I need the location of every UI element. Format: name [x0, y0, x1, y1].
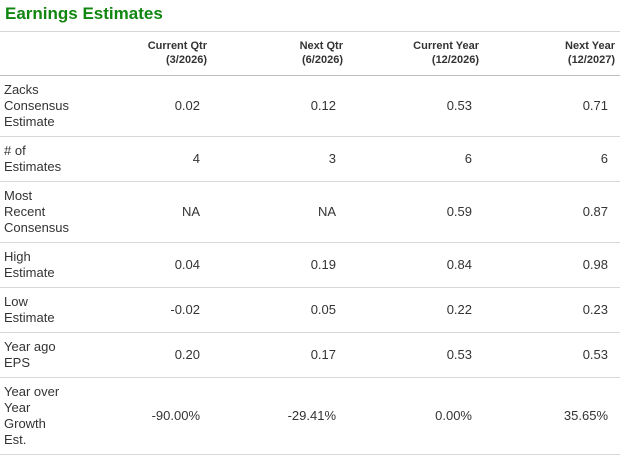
cell-value: 0.00%: [348, 377, 484, 455]
cell-value: 0.12: [212, 75, 348, 137]
column-label: Current Year: [413, 40, 479, 52]
column-label: Next Year: [565, 40, 615, 52]
column-header-next-year: Next Year (12/2027): [484, 31, 620, 76]
column-period: (12/2027): [567, 54, 615, 66]
cell-value: 0.22: [348, 287, 484, 333]
cell-value: 0.02: [76, 75, 212, 137]
table-row-low-estimate: Low Estimate -0.02 0.05 0.22 0.23: [0, 287, 620, 333]
cell-value: NA: [76, 181, 212, 243]
cell-value: 0.23: [484, 287, 620, 333]
column-label: Next Qtr: [299, 40, 343, 52]
row-label: Low Estimate: [0, 287, 76, 333]
cell-value: 35.65%: [484, 377, 620, 455]
row-label: # of Estimates: [0, 136, 76, 182]
cell-value: 0.87: [484, 181, 620, 243]
table-row-year-over-year-growth-est: Year over Year Growth Est. -90.00% -29.4…: [0, 377, 620, 455]
column-period: (12/2026): [431, 54, 479, 66]
cell-value: -0.02: [76, 287, 212, 333]
column-period: (6/2026): [302, 54, 343, 66]
table-row-zacks-consensus-estimate: Zacks Consensus Estimate 0.02 0.12 0.53 …: [0, 75, 620, 137]
row-label: Year over Year Growth Est.: [0, 377, 76, 455]
cell-value: 0.59: [348, 181, 484, 243]
cell-value: 0.71: [484, 75, 620, 137]
cell-value: 0.19: [212, 242, 348, 288]
row-label: Zacks Consensus Estimate: [0, 75, 76, 137]
cell-value: 0.17: [212, 332, 348, 378]
cell-value: 3: [212, 136, 348, 182]
cell-value: 0.05: [212, 287, 348, 333]
cell-value: 0.04: [76, 242, 212, 288]
table-row-most-recent-consensus: Most Recent Consensus NA NA 0.59 0.87: [0, 181, 620, 243]
cell-value: 4: [76, 136, 212, 182]
cell-value: 6: [484, 136, 620, 182]
table-row-high-estimate: High Estimate 0.04 0.19 0.84 0.98: [0, 242, 620, 288]
row-label: Most Recent Consensus: [0, 181, 76, 243]
cell-value: 0.20: [76, 332, 212, 378]
column-header-next-qtr: Next Qtr (6/2026): [212, 31, 348, 76]
cell-value: -29.41%: [212, 377, 348, 455]
table-row-year-ago-eps: Year ago EPS 0.20 0.17 0.53 0.53: [0, 332, 620, 378]
cell-value: -90.00%: [76, 377, 212, 455]
earnings-estimates-table: Current Qtr (3/2026) Next Qtr (6/2026) C…: [0, 31, 620, 455]
cell-value: 6: [348, 136, 484, 182]
header-spacer: [0, 31, 76, 76]
column-header-current-qtr: Current Qtr (3/2026): [76, 31, 212, 76]
cell-value: 0.98: [484, 242, 620, 288]
row-label: High Estimate: [0, 242, 76, 288]
cell-value: 0.53: [484, 332, 620, 378]
page-title: Earnings Estimates: [5, 4, 163, 23]
cell-value: NA: [212, 181, 348, 243]
column-header-current-year: Current Year (12/2026): [348, 31, 484, 76]
table-header-row: Current Qtr (3/2026) Next Qtr (6/2026) C…: [0, 31, 620, 76]
column-period: (3/2026): [166, 54, 207, 66]
column-label: Current Qtr: [147, 40, 207, 52]
table-row-number-of-estimates: # of Estimates 4 3 6 6: [0, 136, 620, 182]
cell-value: 0.84: [348, 242, 484, 288]
cell-value: 0.53: [348, 332, 484, 378]
cell-value: 0.53: [348, 75, 484, 137]
row-label: Year ago EPS: [0, 332, 76, 378]
